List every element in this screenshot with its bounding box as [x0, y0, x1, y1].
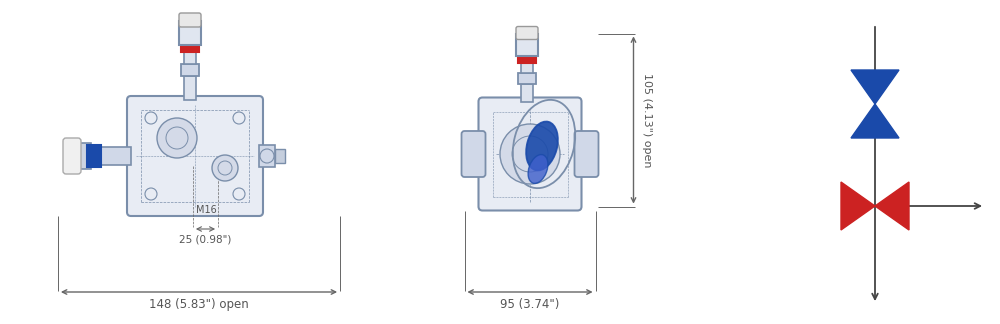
- Text: 95 (3.74"): 95 (3.74"): [500, 298, 560, 311]
- Circle shape: [500, 124, 560, 184]
- Bar: [518, 55, 536, 63]
- Text: 105 (4.13") open: 105 (4.13") open: [642, 73, 652, 167]
- Bar: [101, 147, 131, 165]
- Bar: [184, 52, 196, 64]
- Bar: [181, 64, 199, 76]
- Ellipse shape: [526, 122, 558, 170]
- Ellipse shape: [528, 155, 548, 183]
- Text: M16: M16: [196, 205, 216, 215]
- Bar: [518, 73, 536, 84]
- FancyBboxPatch shape: [574, 131, 598, 177]
- Circle shape: [157, 118, 197, 158]
- Bar: [75, 143, 91, 169]
- FancyBboxPatch shape: [462, 131, 486, 177]
- Bar: [516, 33, 538, 55]
- Bar: [259, 145, 275, 167]
- Bar: [275, 149, 285, 163]
- Polygon shape: [875, 182, 909, 230]
- Bar: [184, 76, 196, 100]
- Polygon shape: [851, 104, 899, 138]
- Bar: [181, 45, 199, 52]
- FancyBboxPatch shape: [63, 138, 81, 174]
- Circle shape: [212, 155, 238, 181]
- Bar: [87, 145, 101, 167]
- Polygon shape: [851, 70, 899, 104]
- Bar: [521, 63, 533, 73]
- Bar: [179, 21, 201, 45]
- FancyBboxPatch shape: [479, 98, 582, 211]
- Polygon shape: [841, 182, 875, 230]
- Text: 25 (0.98"): 25 (0.98"): [179, 234, 232, 244]
- Bar: [521, 84, 533, 101]
- FancyBboxPatch shape: [179, 13, 201, 27]
- Text: 148 (5.83") open: 148 (5.83") open: [149, 298, 249, 311]
- FancyBboxPatch shape: [516, 27, 538, 40]
- FancyBboxPatch shape: [127, 96, 263, 216]
